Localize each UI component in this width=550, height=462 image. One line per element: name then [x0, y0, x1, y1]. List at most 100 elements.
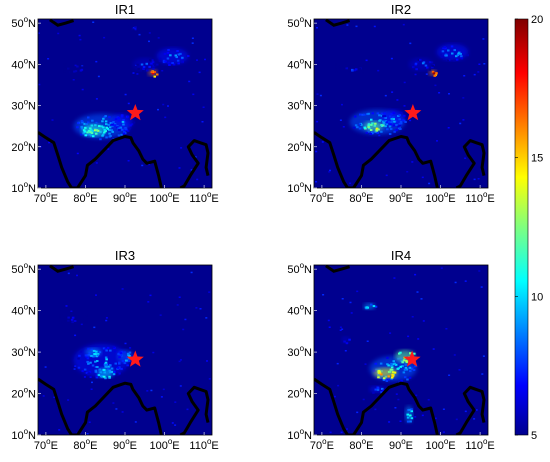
- speckle: [329, 431, 332, 434]
- panel-ir2: IR2 70oE 80oE 90oE 100oE 110oE 10oN 20oN 30oN 40o…: [287, 2, 494, 205]
- speckle: [174, 401, 177, 403]
- y-tick-label: 10oN: [11, 427, 36, 442]
- speckle: [406, 171, 409, 173]
- speckle: [448, 93, 450, 95]
- speckle: [417, 338, 420, 340]
- speckle: [414, 73, 417, 76]
- speckle: [194, 156, 197, 158]
- speckle: [147, 301, 150, 303]
- speckle: [42, 395, 45, 397]
- speckle: [482, 38, 485, 40]
- y-tick-label: 20oN: [11, 386, 36, 401]
- hotspot: [341, 336, 351, 345]
- speckle: [420, 298, 423, 300]
- x-tick-label: 110oE: [189, 437, 218, 452]
- speckle: [171, 422, 174, 424]
- speckle: [121, 288, 124, 290]
- y-tick-label: 40oN: [11, 56, 36, 71]
- speckle: [442, 408, 445, 410]
- speckle: [44, 366, 47, 368]
- hotspot: [436, 43, 469, 62]
- speckle: [385, 174, 388, 177]
- heat-field: [38, 271, 211, 435]
- y-tick-label: 10oN: [11, 180, 36, 195]
- speckle: [462, 97, 465, 99]
- speckle: [402, 23, 405, 26]
- y-tick-label: 20oN: [287, 139, 312, 154]
- speckle: [365, 59, 368, 62]
- speckle: [208, 378, 211, 380]
- speckle: [148, 40, 150, 43]
- heat-field: [322, 267, 485, 434]
- speckle: [483, 63, 486, 65]
- speckle: [373, 25, 376, 28]
- x-tick-label: 70oE: [310, 437, 334, 452]
- speckle: [149, 294, 152, 297]
- x-tick-label: 100oE: [425, 437, 455, 452]
- speckle: [191, 37, 194, 39]
- x-tick-label: 90oE: [113, 437, 137, 452]
- speckle: [411, 316, 414, 318]
- y-tick-label: 40oN: [287, 56, 312, 71]
- speckle: [48, 141, 51, 144]
- speckle: [105, 319, 108, 322]
- speckle: [90, 388, 93, 390]
- speckle: [74, 365, 77, 367]
- speckle: [198, 71, 201, 74]
- speckle: [174, 424, 177, 426]
- speckle: [92, 21, 95, 23]
- speckle: [127, 102, 130, 105]
- y-tick-label: 50oN: [287, 15, 312, 30]
- speckle: [89, 376, 92, 378]
- hotspot: [369, 386, 386, 394]
- speckle: [93, 326, 96, 329]
- speckle: [356, 411, 359, 414]
- speckle: [356, 290, 359, 293]
- speckle: [167, 105, 169, 107]
- hotspot: [363, 121, 385, 132]
- speckle: [157, 108, 159, 111]
- speckle: [315, 181, 318, 183]
- speckle: [107, 148, 110, 150]
- x-tick-label: 110oE: [465, 190, 494, 205]
- speckle: [204, 58, 206, 61]
- x-tick-label: 90oE: [113, 190, 137, 205]
- coastline-east: [179, 139, 210, 188]
- speckle: [178, 167, 181, 169]
- map-background: [314, 265, 488, 435]
- y-tick-label: 50oN: [287, 261, 312, 276]
- hotspot: [97, 367, 116, 380]
- x-tick-label: 90oE: [389, 437, 413, 452]
- speckle: [346, 428, 348, 430]
- speckle: [344, 350, 347, 352]
- speckle: [95, 60, 98, 63]
- y-tick-label: 30oN: [287, 344, 312, 359]
- colorbar: 20 15 10 5: [514, 14, 543, 442]
- speckle: [366, 340, 369, 342]
- speckle: [364, 363, 367, 365]
- epicenter-star: [126, 350, 144, 367]
- speckle: [91, 381, 93, 384]
- speckle: [395, 393, 398, 395]
- y-tick-label: 20oN: [287, 386, 312, 401]
- speckle: [409, 119, 412, 122]
- speckle: [164, 116, 167, 119]
- epicenter-star: [404, 104, 422, 121]
- speckle: [162, 388, 165, 391]
- speckle: [162, 103, 165, 106]
- speckle: [341, 298, 344, 300]
- speckle: [315, 150, 318, 153]
- speckle: [477, 71, 480, 73]
- hotspot: [428, 69, 438, 77]
- colorbar-tick-label: 10: [531, 291, 543, 303]
- coastline: [314, 377, 439, 435]
- speckle: [329, 169, 331, 172]
- speckle: [333, 395, 336, 398]
- hotspot: [147, 69, 159, 78]
- coastline: [314, 131, 439, 188]
- speckle: [179, 385, 182, 387]
- speckle: [184, 318, 187, 321]
- hotspot: [61, 314, 86, 325]
- speckle: [316, 27, 318, 29]
- y-tick-label: 50oN: [11, 15, 36, 30]
